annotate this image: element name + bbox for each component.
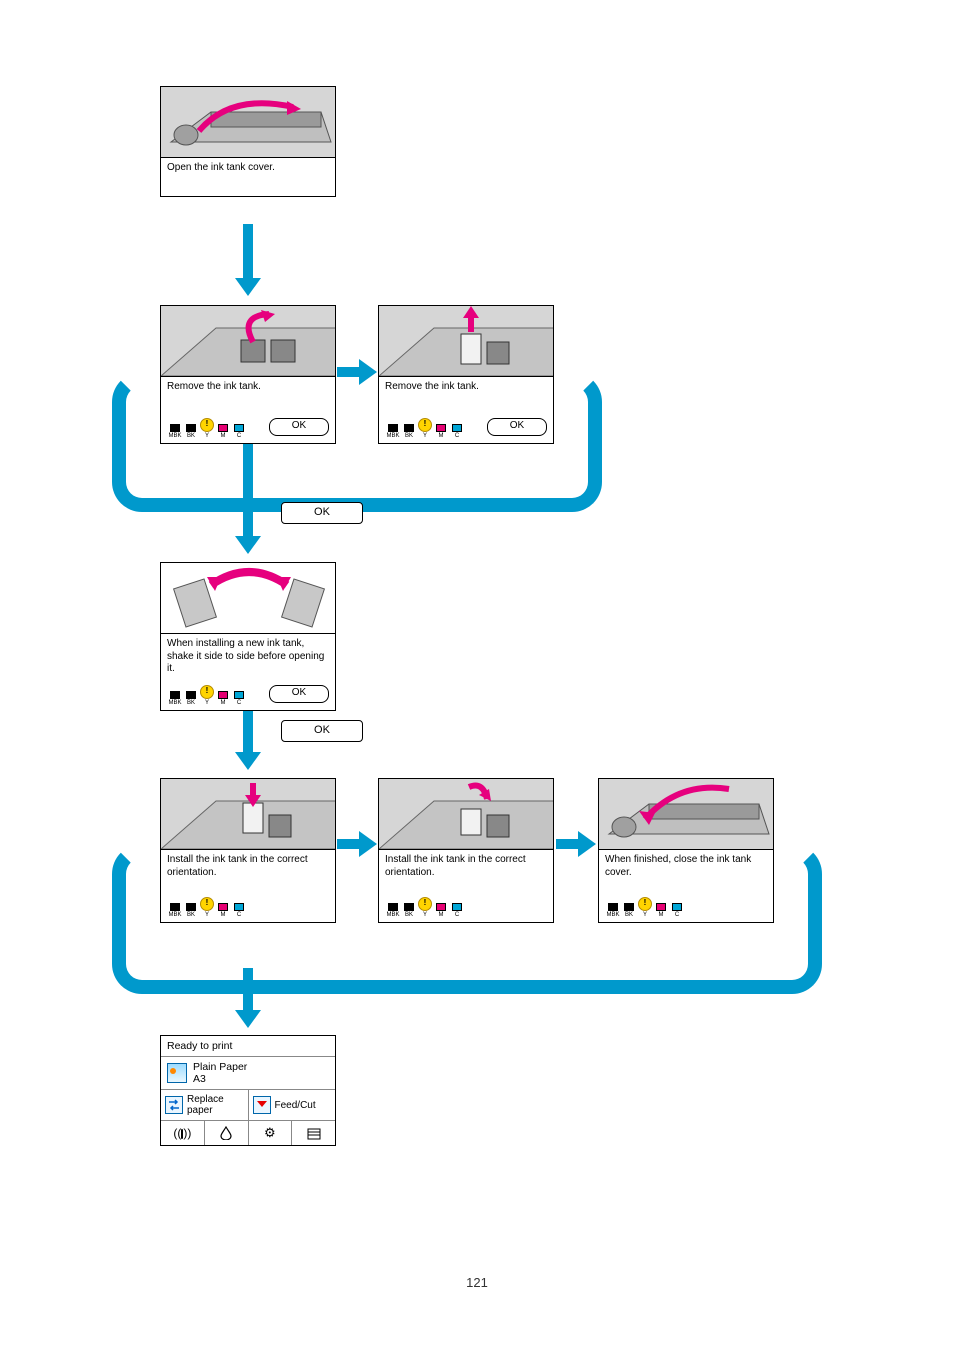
step-panel-open-cover: Open the ink tank cover. xyxy=(160,86,336,197)
paper-size: A3 xyxy=(193,1073,247,1085)
step-caption: Install the ink tank in the correct orie… xyxy=(161,850,335,894)
step-illustration xyxy=(161,306,335,377)
ink-indicator-row: MBK BK !Y M C OK xyxy=(161,682,335,710)
replace-paper-button[interactable]: Replace paper xyxy=(161,1090,249,1120)
ink-warning-icon: ! xyxy=(418,897,432,911)
paper-icon xyxy=(167,1063,187,1083)
step-panel-close-cover: When finished, close the ink tank cover.… xyxy=(598,778,774,923)
ready-to-print-panel: Ready to print Plain Paper A3 Replace pa… xyxy=(160,1035,336,1146)
ink-warning-icon: ! xyxy=(200,685,214,699)
ink-indicator-row: MBK BK !Y M C xyxy=(161,894,335,922)
paper-type: Plain Paper xyxy=(193,1061,247,1073)
button-label: Feed/Cut xyxy=(275,1100,316,1111)
ready-title: Ready to print xyxy=(161,1036,335,1057)
step-illustration xyxy=(161,779,335,850)
page: { "type": "flowchart", "page_number": "1… xyxy=(0,0,954,1350)
ink-indicator-row: MBK BK !Y M C xyxy=(599,894,773,922)
ok-button[interactable]: OK xyxy=(269,685,329,703)
swap-icon xyxy=(165,1096,183,1114)
jobs-icon[interactable] xyxy=(292,1121,335,1145)
ink-indicator-row: MBK BK !Y M C xyxy=(379,894,553,922)
step-panel-remove-tank: Remove the ink tank. MBK BK !Y M C OK xyxy=(160,305,336,444)
ink-icon[interactable] xyxy=(205,1121,249,1145)
step-illustration xyxy=(599,779,773,850)
ink-warning-icon: ! xyxy=(638,897,652,911)
step-panel-install-tank: Install the ink tank in the correct orie… xyxy=(378,778,554,923)
paper-info-row[interactable]: Plain Paper A3 xyxy=(161,1057,335,1090)
step-caption: Remove the ink tank. xyxy=(379,377,553,415)
step-panel-install-tank: Install the ink tank in the correct orie… xyxy=(160,778,336,923)
ink-warning-icon: ! xyxy=(418,418,432,432)
ok-button-pill[interactable]: OK xyxy=(281,502,363,524)
step-panel-remove-tank: Remove the ink tank. MBK BK !Y M C OK xyxy=(378,305,554,444)
wireless-icon[interactable]: (()) xyxy=(161,1121,205,1145)
step-caption: Install the ink tank in the correct orie… xyxy=(379,850,553,894)
ok-button-pill[interactable]: OK xyxy=(281,720,363,742)
ink-indicator-row: MBK BK !Y M C OK xyxy=(379,415,553,443)
step-illustration xyxy=(161,87,335,158)
step-caption: When installing a new ink tank, shake it… xyxy=(161,634,335,682)
ok-button[interactable]: OK xyxy=(487,418,547,436)
page-number: 121 xyxy=(0,1275,954,1290)
button-label: Replace paper xyxy=(187,1094,244,1116)
feed-cut-button[interactable]: Feed/Cut xyxy=(249,1090,336,1120)
feed-icon xyxy=(253,1096,271,1114)
step-caption: Open the ink tank cover. xyxy=(161,158,335,196)
step-caption: When finished, close the ink tank cover. xyxy=(599,850,773,894)
step-caption: Remove the ink tank. xyxy=(161,377,335,415)
step-illustration xyxy=(379,306,553,377)
settings-icon[interactable]: ⚙ xyxy=(249,1121,293,1145)
ok-button[interactable]: OK xyxy=(269,418,329,436)
ink-indicator-row: MBK BK !Y M C OK xyxy=(161,415,335,443)
step-panel-shake-tank: When installing a new ink tank, shake it… xyxy=(160,562,336,711)
step-illustration xyxy=(379,779,553,850)
ink-warning-icon: ! xyxy=(200,897,214,911)
ink-warning-icon: ! xyxy=(200,418,214,432)
step-illustration xyxy=(161,563,335,634)
